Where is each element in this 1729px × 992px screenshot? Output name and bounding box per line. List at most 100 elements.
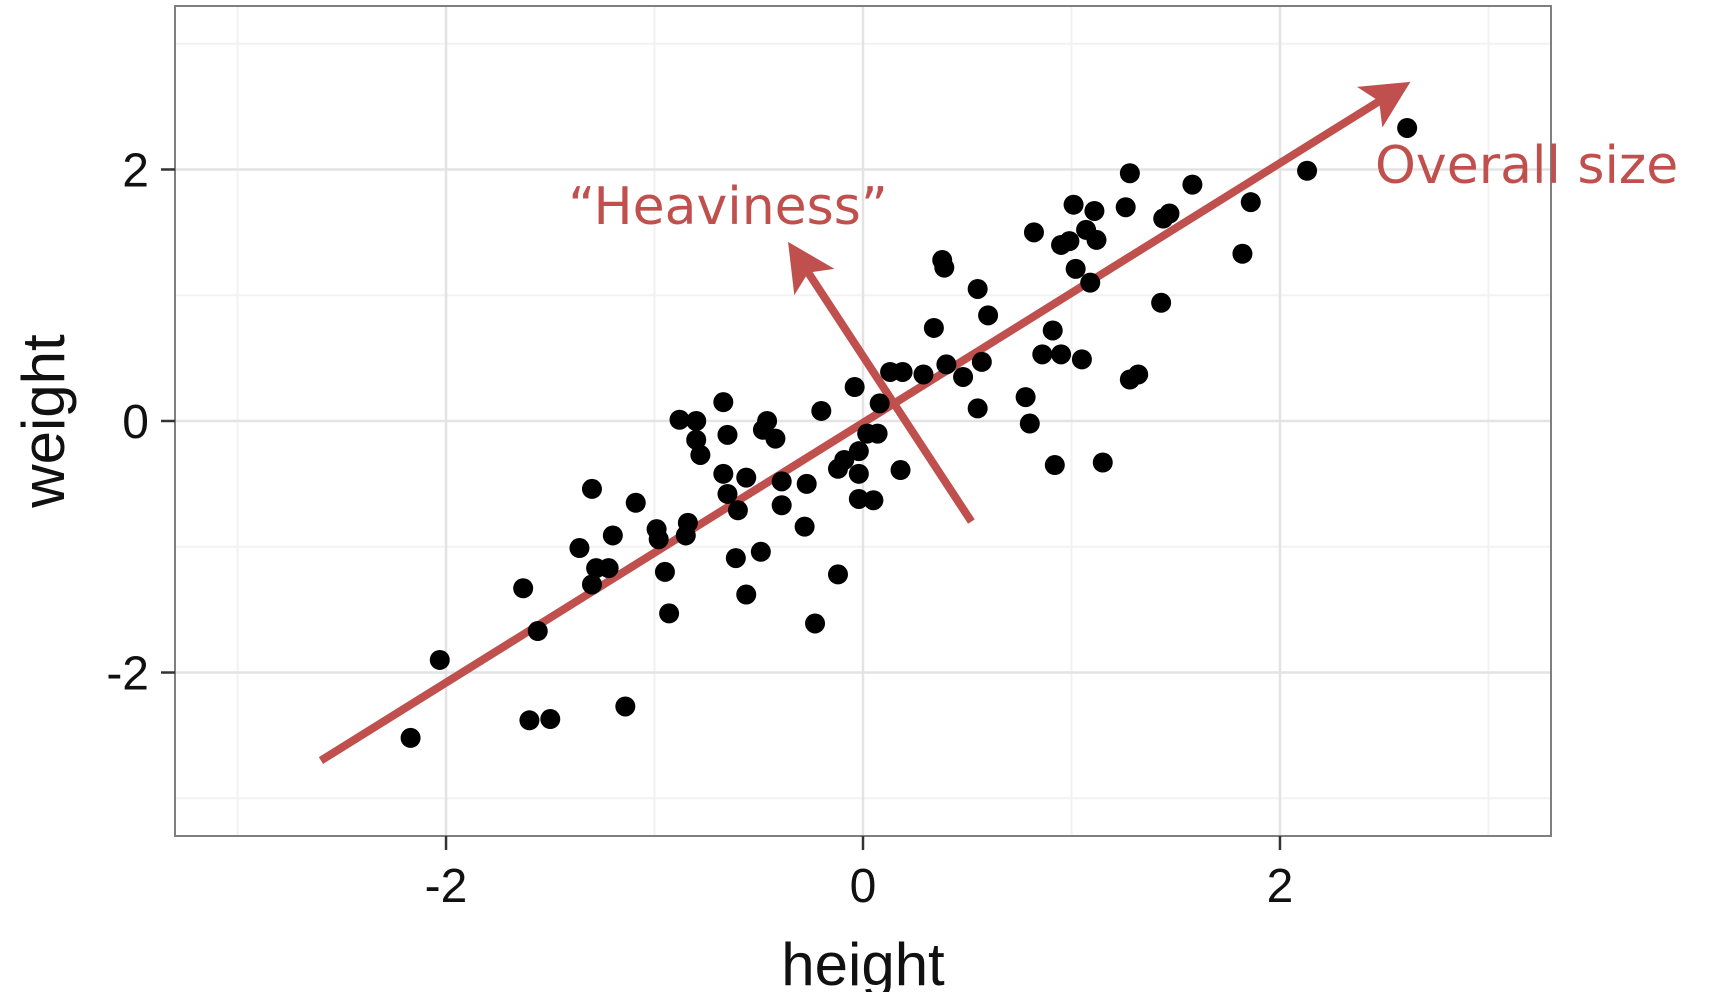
data-point — [1044, 455, 1065, 476]
data-point — [1059, 231, 1080, 252]
data-point — [1151, 292, 1172, 313]
data-point — [1128, 364, 1149, 385]
data-point — [677, 512, 698, 533]
data-point — [834, 449, 855, 470]
data-point — [513, 578, 534, 599]
data-point — [827, 564, 848, 585]
data-point — [971, 351, 992, 372]
data-point — [796, 473, 817, 494]
data-point — [1232, 243, 1253, 264]
data-point — [527, 621, 548, 642]
data-point — [736, 467, 757, 488]
data-point — [717, 424, 738, 445]
data-point — [659, 603, 680, 624]
data-point — [1397, 117, 1418, 138]
y-tick-label: -2 — [106, 648, 149, 701]
annotation-arrows — [318, 81, 1411, 764]
data-point — [725, 548, 746, 569]
data-point — [615, 696, 636, 717]
data-point — [757, 411, 778, 431]
x-tick-label: 2 — [1267, 860, 1294, 913]
data-point — [913, 364, 934, 385]
x-axis-ticks: -2 0 2 — [425, 836, 1294, 913]
data-point — [1086, 229, 1107, 250]
data-point — [1092, 452, 1113, 473]
data-point — [967, 278, 988, 299]
data-point — [936, 354, 957, 375]
data-point — [794, 516, 815, 537]
data-point — [1015, 387, 1036, 408]
data-point — [811, 400, 832, 421]
data-point — [771, 471, 792, 492]
y-tick-label: 2 — [122, 144, 149, 197]
data-point — [602, 525, 623, 546]
data-point — [519, 710, 540, 731]
data-point — [581, 574, 602, 595]
data-point — [848, 463, 869, 484]
data-point — [654, 561, 675, 582]
data-point — [1119, 163, 1140, 184]
data-point — [569, 538, 590, 559]
x-axis-title: height — [781, 931, 945, 992]
y-tick-label: 0 — [122, 396, 149, 449]
data-point — [863, 490, 884, 511]
data-point — [923, 317, 944, 338]
data-point — [686, 411, 707, 431]
data-point — [1019, 413, 1040, 434]
data-point — [1032, 344, 1053, 365]
y-axis-title: weight — [10, 334, 77, 509]
data-point — [736, 584, 757, 605]
data-points — [400, 117, 1418, 748]
overall-size-label: Overall size — [1375, 136, 1678, 196]
data-point — [429, 649, 450, 670]
data-point — [1071, 349, 1092, 370]
data-point — [1080, 272, 1101, 293]
data-point — [848, 441, 869, 462]
data-point — [1023, 222, 1044, 243]
data-point — [750, 541, 771, 562]
x-tick-label: 0 — [850, 860, 877, 913]
data-point — [690, 444, 711, 465]
data-point — [1159, 203, 1180, 224]
data-point — [967, 398, 988, 419]
data-point — [1065, 258, 1086, 279]
data-point — [540, 709, 561, 730]
data-point — [1051, 344, 1072, 365]
data-point — [978, 305, 999, 326]
heaviness-arrow — [788, 241, 975, 524]
data-point — [934, 257, 955, 278]
data-point — [848, 488, 869, 509]
data-point — [890, 460, 911, 481]
data-point — [648, 529, 669, 550]
data-point — [867, 423, 888, 444]
data-point — [713, 463, 734, 484]
y-axis-ticks: -2 0 2 — [106, 144, 175, 701]
data-point — [727, 500, 748, 521]
data-point — [892, 361, 913, 382]
data-point — [844, 377, 865, 398]
heaviness-label: “Heaviness” — [568, 177, 888, 237]
data-point — [581, 478, 602, 499]
overall-size-arrow — [318, 81, 1411, 764]
data-point — [1182, 174, 1203, 195]
data-point — [1042, 320, 1063, 341]
data-point — [713, 392, 734, 413]
data-point — [400, 727, 421, 748]
data-point — [1240, 192, 1261, 213]
data-point — [686, 429, 707, 450]
data-point — [1297, 160, 1318, 181]
data-point — [953, 366, 974, 387]
data-point — [598, 558, 619, 579]
data-point — [765, 428, 786, 449]
data-point — [717, 483, 738, 504]
data-point — [625, 492, 646, 513]
x-tick-label: -2 — [425, 860, 468, 913]
data-point — [669, 409, 690, 430]
data-point — [1063, 194, 1084, 215]
data-point — [1115, 197, 1136, 218]
data-point — [805, 613, 826, 634]
data-point — [771, 495, 792, 516]
data-point — [1084, 200, 1105, 221]
data-point — [869, 393, 890, 414]
